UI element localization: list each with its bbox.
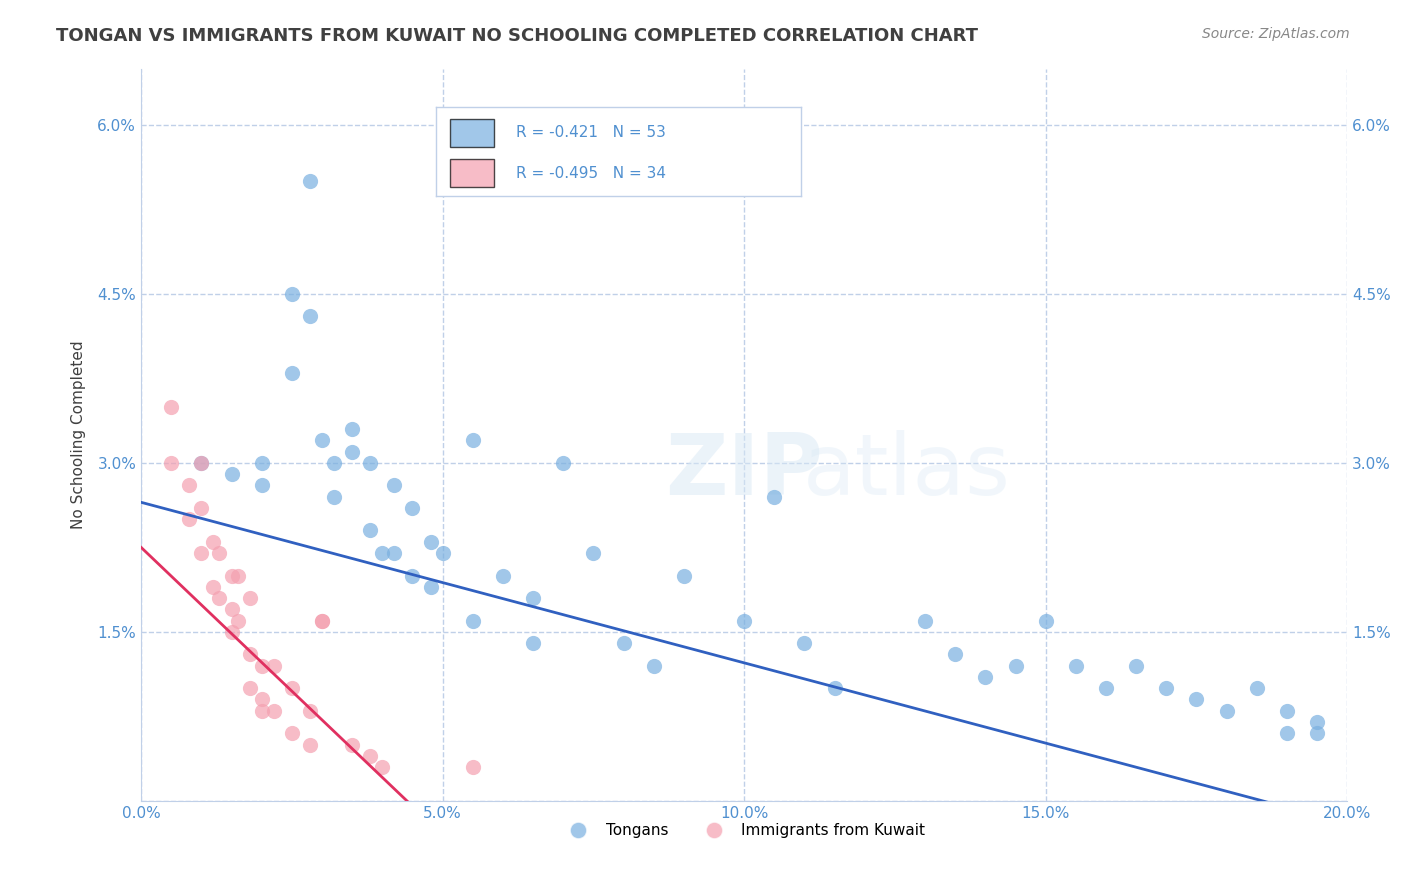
Point: [914, 614, 936, 628]
Point: [943, 648, 966, 662]
Point: [1275, 726, 1298, 740]
Point: [239, 681, 262, 696]
Point: [340, 738, 363, 752]
Point: [974, 670, 997, 684]
Point: [311, 434, 333, 448]
Point: [522, 591, 544, 605]
Point: [643, 658, 665, 673]
Point: [221, 467, 243, 482]
FancyBboxPatch shape: [450, 159, 495, 187]
Point: [1306, 726, 1329, 740]
Point: [179, 512, 201, 526]
Point: [221, 568, 243, 582]
Point: [311, 614, 333, 628]
Point: [492, 568, 515, 582]
Point: [281, 286, 304, 301]
Point: [384, 478, 406, 492]
Point: [202, 534, 225, 549]
Point: [202, 580, 225, 594]
Point: [371, 760, 394, 774]
Point: [281, 681, 304, 696]
Point: [1125, 658, 1147, 673]
Point: [190, 456, 212, 470]
Point: [1215, 704, 1237, 718]
Point: [323, 456, 346, 470]
Point: [371, 546, 394, 560]
Text: Source: ZipAtlas.com: Source: ZipAtlas.com: [1202, 27, 1350, 41]
Point: [190, 456, 212, 470]
Point: [190, 500, 212, 515]
Point: [522, 636, 544, 650]
Point: [298, 174, 321, 188]
Point: [1004, 658, 1026, 673]
Point: [160, 456, 183, 470]
Point: [340, 422, 363, 436]
Point: [281, 366, 304, 380]
Point: [250, 692, 273, 706]
Point: [401, 500, 423, 515]
Point: [323, 490, 346, 504]
Point: [1185, 692, 1208, 706]
Point: [226, 568, 249, 582]
Point: [221, 602, 243, 616]
Point: [359, 524, 381, 538]
Point: [1246, 681, 1268, 696]
Point: [160, 400, 183, 414]
Point: [250, 456, 273, 470]
Point: [1064, 658, 1087, 673]
Point: [582, 546, 605, 560]
Point: [298, 738, 321, 752]
Point: [226, 614, 249, 628]
Point: [298, 704, 321, 718]
Point: [298, 310, 321, 324]
Point: [672, 568, 695, 582]
Point: [1156, 681, 1178, 696]
Point: [1306, 714, 1329, 729]
Point: [263, 704, 285, 718]
Point: [239, 648, 262, 662]
Point: [179, 478, 201, 492]
Legend: Tongans, Immigrants from Kuwait: Tongans, Immigrants from Kuwait: [557, 817, 932, 845]
Point: [461, 760, 484, 774]
Point: [340, 444, 363, 458]
Point: [419, 580, 441, 594]
Point: [461, 614, 484, 628]
Point: [208, 546, 231, 560]
Text: atlas: atlas: [803, 430, 1011, 513]
Point: [612, 636, 634, 650]
Text: R = -0.495   N = 34: R = -0.495 N = 34: [516, 166, 666, 180]
Point: [359, 456, 381, 470]
Point: [359, 748, 381, 763]
Point: [250, 478, 273, 492]
Text: R = -0.421   N = 53: R = -0.421 N = 53: [516, 126, 666, 140]
Point: [419, 534, 441, 549]
Point: [432, 546, 454, 560]
Point: [263, 658, 285, 673]
Text: TONGAN VS IMMIGRANTS FROM KUWAIT NO SCHOOLING COMPLETED CORRELATION CHART: TONGAN VS IMMIGRANTS FROM KUWAIT NO SCHO…: [56, 27, 979, 45]
Point: [824, 681, 846, 696]
Point: [190, 546, 212, 560]
Point: [221, 624, 243, 639]
Point: [1095, 681, 1118, 696]
Point: [461, 434, 484, 448]
Point: [311, 614, 333, 628]
Point: [401, 568, 423, 582]
Y-axis label: No Schooling Completed: No Schooling Completed: [72, 341, 86, 529]
Point: [1035, 614, 1057, 628]
Text: ZIP: ZIP: [665, 430, 823, 513]
Point: [1275, 704, 1298, 718]
Point: [208, 591, 231, 605]
FancyBboxPatch shape: [450, 119, 495, 147]
Point: [733, 614, 755, 628]
Point: [239, 591, 262, 605]
Point: [250, 658, 273, 673]
Point: [384, 546, 406, 560]
Point: [250, 704, 273, 718]
Point: [553, 456, 575, 470]
Point: [763, 490, 786, 504]
Point: [281, 726, 304, 740]
Point: [793, 636, 815, 650]
